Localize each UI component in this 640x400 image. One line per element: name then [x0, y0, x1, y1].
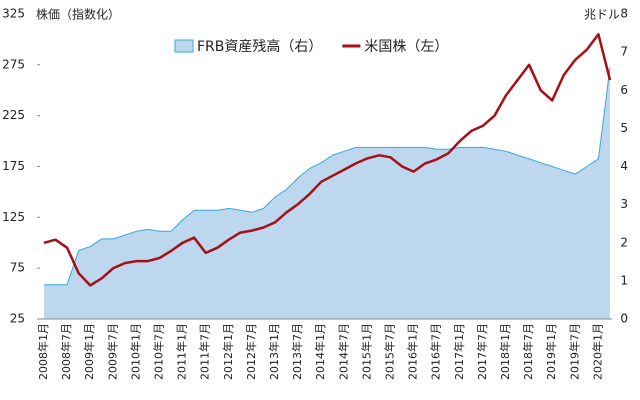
x-tick-label: 2016年7月	[429, 323, 443, 380]
x-tick-label: 2012年1月	[221, 323, 235, 380]
y-tick-label: 225	[2, 108, 25, 122]
x-tick-label: 2020年1月	[590, 323, 604, 380]
y2-tick-label: 7	[620, 45, 628, 59]
plot-area	[43, 33, 612, 320]
area-edge	[44, 67, 611, 286]
x-tick-label: 2011年1月	[175, 323, 189, 380]
x-tick-label: 2018年1月	[498, 323, 512, 380]
y-axis-title: 株価（指数化）	[36, 7, 120, 22]
y-tick-label: 25	[10, 312, 25, 326]
x-tick-label: 2014年1月	[313, 323, 327, 380]
x-tick-label: 2009年1月	[82, 323, 96, 380]
x-tick-label: 2016年1月	[406, 323, 420, 380]
y2-tick-label: 1	[620, 273, 628, 287]
x-tick-label: 2018年7月	[521, 323, 535, 380]
x-tick-label: 2013年7月	[290, 323, 304, 380]
x-tick-label: 2017年1月	[452, 323, 466, 380]
x-tick-label: 2019年1月	[544, 323, 558, 380]
x-tick-label: 2015年1月	[359, 323, 373, 380]
y-tick-label: 275	[2, 57, 25, 71]
legend-label: FRB資産残高（右）	[197, 38, 322, 55]
y2-tick-label: 5	[620, 121, 628, 135]
x-tick-label: 2008年1月	[36, 323, 50, 380]
y-tick-label: 325	[2, 7, 25, 21]
y-tick-label: 175	[2, 159, 25, 173]
y2-tick-label: 2	[620, 235, 628, 249]
legend-label: 米国株（左）	[364, 39, 448, 55]
x-tick-label: 2010年7月	[152, 323, 166, 380]
x-tick-label: 2013年1月	[267, 323, 281, 380]
y2-tick-label: 0	[620, 312, 628, 326]
x-tick-label: 2017年7月	[475, 323, 489, 380]
x-tick-label: 2009年7月	[105, 323, 119, 380]
line	[43, 33, 612, 287]
x-tick-label: 2012年7月	[244, 323, 258, 380]
y2-axis-title: 兆ドル	[584, 8, 620, 22]
x-tick-label: 2015年7月	[383, 323, 397, 380]
x-tick-label: 2008年7月	[59, 323, 73, 380]
x-tick-label: 2010年1月	[128, 323, 142, 380]
y2-tick-label: 6	[620, 83, 628, 97]
y-tick-label: 75	[10, 261, 25, 275]
x-tick-label: 2011年7月	[198, 323, 212, 380]
y2-tick-label: 3	[620, 197, 628, 211]
x-tick-label: 2019年7月	[567, 323, 581, 380]
y2-tick-label: 8	[620, 7, 628, 21]
legend-swatch	[174, 39, 194, 53]
y2-tick-label: 4	[620, 159, 628, 173]
area	[44, 67, 610, 320]
legend: FRB資産残高（右） 米国株（左）	[174, 38, 448, 55]
x-tick-label: 2014年7月	[336, 323, 350, 380]
y-tick-label: 125	[2, 210, 25, 224]
